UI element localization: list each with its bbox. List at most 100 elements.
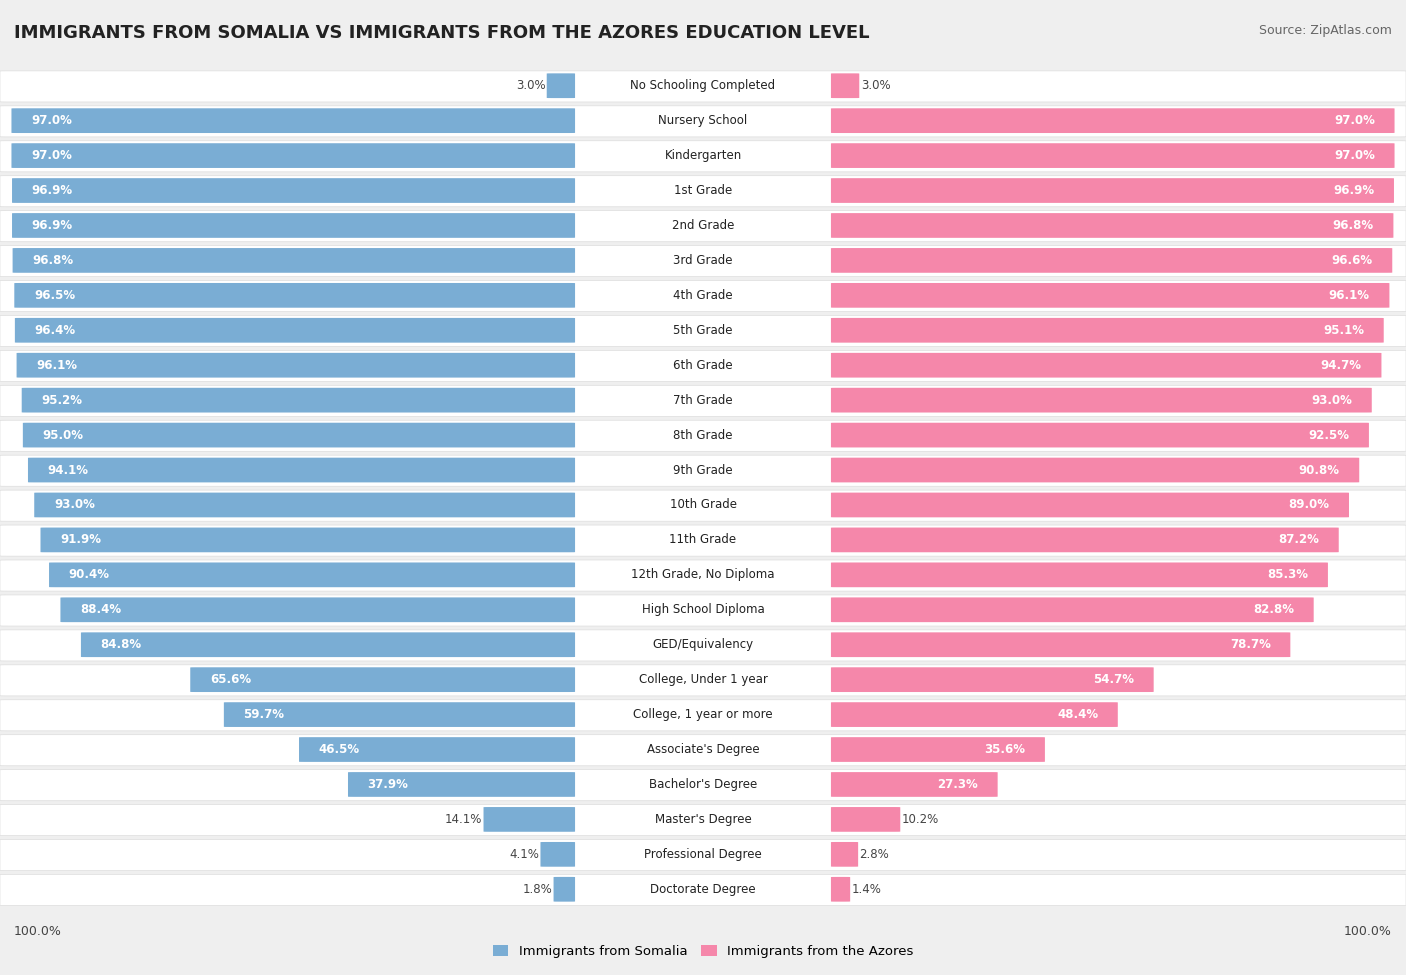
FancyBboxPatch shape bbox=[831, 842, 858, 867]
Text: 35.6%: 35.6% bbox=[984, 743, 1025, 756]
Text: 3.0%: 3.0% bbox=[860, 79, 890, 93]
FancyBboxPatch shape bbox=[0, 176, 1406, 207]
FancyBboxPatch shape bbox=[831, 457, 1360, 483]
Text: 37.9%: 37.9% bbox=[368, 778, 409, 791]
FancyBboxPatch shape bbox=[831, 108, 1395, 133]
Text: 82.8%: 82.8% bbox=[1253, 604, 1294, 616]
FancyBboxPatch shape bbox=[0, 769, 1406, 800]
FancyBboxPatch shape bbox=[831, 318, 1384, 342]
Text: 3.0%: 3.0% bbox=[516, 79, 546, 93]
Text: 96.5%: 96.5% bbox=[34, 289, 75, 302]
FancyBboxPatch shape bbox=[831, 388, 1372, 412]
Text: 93.0%: 93.0% bbox=[53, 498, 94, 512]
Text: College, 1 year or more: College, 1 year or more bbox=[633, 708, 773, 722]
Text: 96.9%: 96.9% bbox=[1333, 184, 1374, 197]
FancyBboxPatch shape bbox=[11, 143, 575, 168]
Text: 96.6%: 96.6% bbox=[1331, 254, 1372, 267]
FancyBboxPatch shape bbox=[831, 737, 1045, 761]
FancyBboxPatch shape bbox=[0, 804, 1406, 836]
FancyBboxPatch shape bbox=[831, 877, 851, 902]
FancyBboxPatch shape bbox=[831, 492, 1348, 518]
FancyBboxPatch shape bbox=[0, 735, 1406, 765]
FancyBboxPatch shape bbox=[0, 665, 1406, 696]
Text: 85.3%: 85.3% bbox=[1267, 568, 1308, 581]
Text: 78.7%: 78.7% bbox=[1230, 639, 1271, 651]
Text: Doctorate Degree: Doctorate Degree bbox=[650, 882, 756, 896]
FancyBboxPatch shape bbox=[831, 353, 1382, 377]
Text: 54.7%: 54.7% bbox=[1092, 673, 1135, 686]
Text: 96.4%: 96.4% bbox=[35, 324, 76, 336]
FancyBboxPatch shape bbox=[17, 353, 575, 377]
Text: 84.8%: 84.8% bbox=[101, 639, 142, 651]
FancyBboxPatch shape bbox=[831, 807, 900, 832]
Text: College, Under 1 year: College, Under 1 year bbox=[638, 673, 768, 686]
Text: 7th Grade: 7th Grade bbox=[673, 394, 733, 407]
Text: 27.3%: 27.3% bbox=[938, 778, 979, 791]
Text: 93.0%: 93.0% bbox=[1312, 394, 1353, 407]
FancyBboxPatch shape bbox=[831, 633, 1291, 657]
FancyBboxPatch shape bbox=[21, 388, 575, 412]
FancyBboxPatch shape bbox=[41, 527, 575, 552]
Text: Bachelor's Degree: Bachelor's Degree bbox=[650, 778, 756, 791]
FancyBboxPatch shape bbox=[831, 178, 1393, 203]
Text: 100.0%: 100.0% bbox=[14, 924, 62, 938]
FancyBboxPatch shape bbox=[190, 667, 575, 692]
FancyBboxPatch shape bbox=[13, 248, 575, 273]
FancyBboxPatch shape bbox=[0, 700, 1406, 731]
Text: 96.9%: 96.9% bbox=[32, 184, 73, 197]
Text: 1.4%: 1.4% bbox=[852, 882, 882, 896]
Text: 1st Grade: 1st Grade bbox=[673, 184, 733, 197]
Text: 11th Grade: 11th Grade bbox=[669, 533, 737, 546]
Text: 87.2%: 87.2% bbox=[1278, 533, 1319, 546]
Text: 95.0%: 95.0% bbox=[42, 429, 83, 442]
FancyBboxPatch shape bbox=[34, 492, 575, 518]
Text: 97.0%: 97.0% bbox=[31, 114, 72, 127]
FancyBboxPatch shape bbox=[11, 108, 575, 133]
Text: 65.6%: 65.6% bbox=[209, 673, 252, 686]
FancyBboxPatch shape bbox=[831, 143, 1395, 168]
FancyBboxPatch shape bbox=[13, 214, 575, 238]
FancyBboxPatch shape bbox=[831, 214, 1393, 238]
Text: 92.5%: 92.5% bbox=[1308, 429, 1350, 442]
FancyBboxPatch shape bbox=[831, 423, 1369, 448]
FancyBboxPatch shape bbox=[0, 420, 1406, 451]
Text: 95.2%: 95.2% bbox=[41, 394, 83, 407]
Text: 9th Grade: 9th Grade bbox=[673, 463, 733, 477]
Text: 97.0%: 97.0% bbox=[1334, 114, 1375, 127]
FancyBboxPatch shape bbox=[831, 563, 1327, 587]
Text: 94.7%: 94.7% bbox=[1320, 359, 1362, 371]
FancyBboxPatch shape bbox=[0, 211, 1406, 242]
Text: 96.1%: 96.1% bbox=[1329, 289, 1369, 302]
FancyBboxPatch shape bbox=[0, 106, 1406, 137]
Text: 96.8%: 96.8% bbox=[32, 254, 73, 267]
FancyBboxPatch shape bbox=[0, 490, 1406, 522]
FancyBboxPatch shape bbox=[831, 248, 1392, 273]
FancyBboxPatch shape bbox=[540, 842, 575, 867]
FancyBboxPatch shape bbox=[831, 702, 1118, 727]
Text: 4th Grade: 4th Grade bbox=[673, 289, 733, 302]
Text: 90.4%: 90.4% bbox=[69, 568, 110, 581]
Text: IMMIGRANTS FROM SOMALIA VS IMMIGRANTS FROM THE AZORES EDUCATION LEVEL: IMMIGRANTS FROM SOMALIA VS IMMIGRANTS FR… bbox=[14, 24, 869, 42]
FancyBboxPatch shape bbox=[13, 178, 575, 203]
FancyBboxPatch shape bbox=[0, 140, 1406, 172]
Text: 59.7%: 59.7% bbox=[243, 708, 284, 722]
Text: 96.8%: 96.8% bbox=[1333, 219, 1374, 232]
Text: 95.1%: 95.1% bbox=[1323, 324, 1364, 336]
Text: 46.5%: 46.5% bbox=[319, 743, 360, 756]
Text: 88.4%: 88.4% bbox=[80, 604, 121, 616]
FancyBboxPatch shape bbox=[60, 598, 575, 622]
FancyBboxPatch shape bbox=[0, 281, 1406, 312]
FancyBboxPatch shape bbox=[0, 560, 1406, 591]
FancyBboxPatch shape bbox=[0, 455, 1406, 487]
Text: 96.9%: 96.9% bbox=[32, 219, 73, 232]
FancyBboxPatch shape bbox=[15, 318, 575, 342]
FancyBboxPatch shape bbox=[831, 598, 1313, 622]
FancyBboxPatch shape bbox=[484, 807, 575, 832]
FancyBboxPatch shape bbox=[0, 630, 1406, 661]
FancyBboxPatch shape bbox=[0, 839, 1406, 871]
Text: 89.0%: 89.0% bbox=[1288, 498, 1329, 512]
FancyBboxPatch shape bbox=[831, 73, 859, 98]
Text: 10th Grade: 10th Grade bbox=[669, 498, 737, 512]
FancyBboxPatch shape bbox=[831, 283, 1389, 308]
FancyBboxPatch shape bbox=[0, 350, 1406, 381]
